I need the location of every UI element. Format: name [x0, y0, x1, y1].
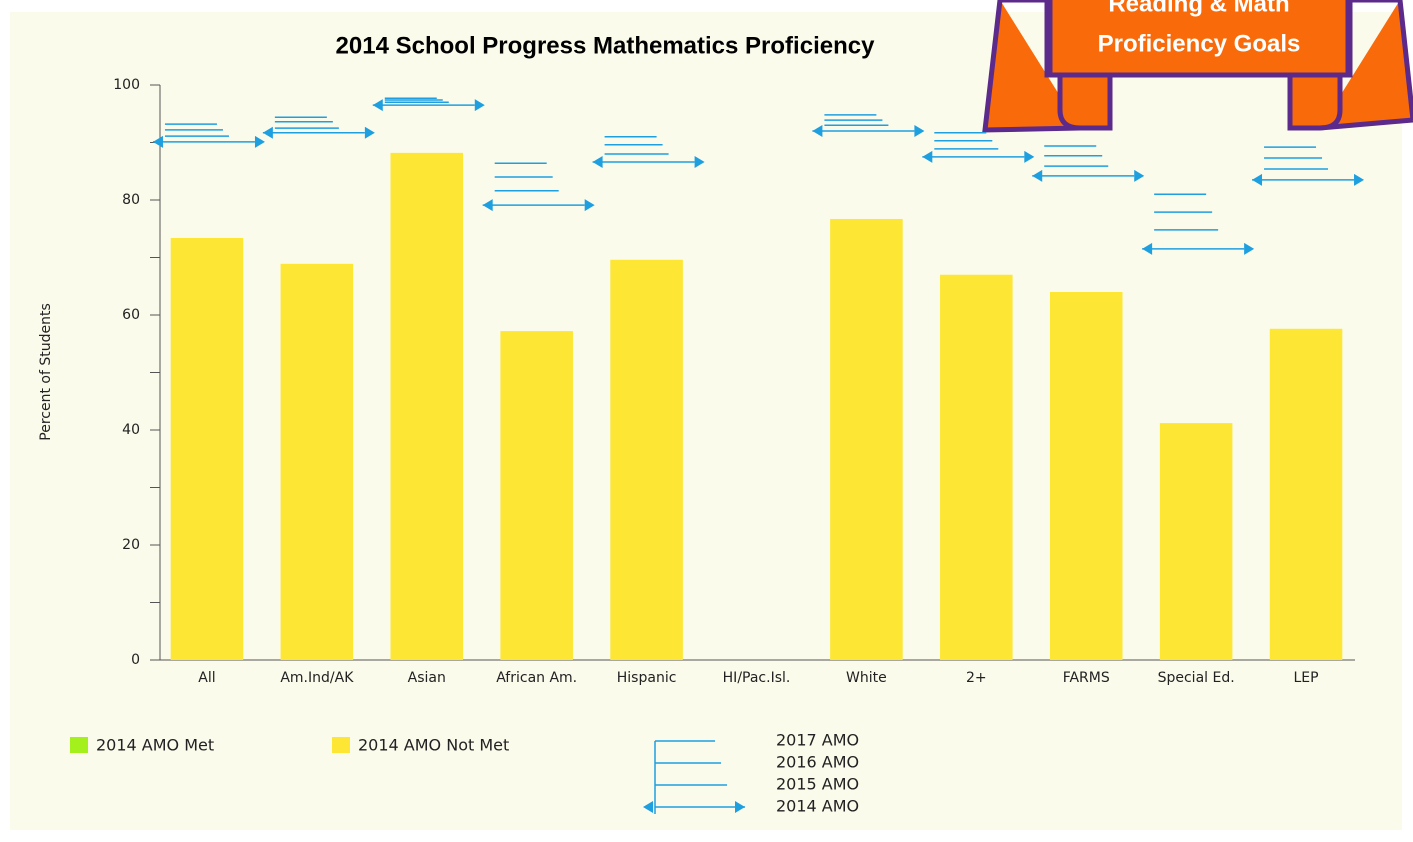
amo-legend-label: 2015 AMO: [776, 775, 859, 794]
bar: [1050, 292, 1123, 660]
bar: [940, 275, 1013, 660]
x-tick-label: African Am.: [496, 670, 577, 686]
x-tick-label: HI/Pac.Isl.: [723, 670, 791, 686]
x-tick-label: FARMS: [1063, 670, 1110, 686]
amo-legend-label: 2017 AMO: [776, 731, 859, 750]
x-tick-label: Am.Ind/AK: [280, 670, 354, 686]
legend-swatch: [332, 737, 350, 753]
y-tick-label: 0: [131, 652, 140, 668]
amo-legend-label: 2016 AMO: [776, 753, 859, 772]
y-tick-label: 20: [122, 537, 140, 553]
y-axis-label: Percent of Students: [38, 303, 54, 440]
x-tick-label: Hispanic: [617, 670, 677, 686]
x-tick-label: All: [198, 670, 215, 686]
bar: [171, 238, 244, 660]
x-tick-label: Asian: [408, 670, 446, 686]
y-tick-label: 100: [113, 77, 140, 93]
bar: [830, 219, 903, 660]
bar: [1160, 423, 1233, 660]
y-tick-label: 40: [122, 422, 140, 438]
bar: [610, 260, 683, 660]
page: {"chart_data": {"type": "bar", "title": …: [0, 0, 1413, 842]
bar: [1270, 329, 1343, 660]
amo-legend-label: 2014 AMO: [776, 797, 859, 816]
x-tick-label: Special Ed.: [1158, 670, 1235, 686]
bar: [391, 153, 464, 660]
y-tick-label: 60: [122, 307, 140, 323]
y-tick-label: 80: [122, 192, 140, 208]
bar: [281, 264, 354, 660]
chart-title: 2014 School Progress Mathematics Profici…: [336, 32, 876, 59]
bar: [500, 331, 573, 660]
legend-swatch: [70, 737, 88, 753]
x-tick-label: LEP: [1293, 670, 1318, 686]
banner-line: Proficiency Goals: [1098, 30, 1301, 57]
legend-label: 2014 AMO Met: [96, 736, 214, 755]
x-tick-label: White: [846, 670, 887, 686]
legend-label: 2014 AMO Not Met: [358, 736, 509, 755]
chart: 2014 School Progress Mathematics Profici…: [0, 0, 1413, 842]
x-tick-label: 2+: [966, 670, 987, 686]
banner-line: Reading & Math: [1108, 0, 1289, 17]
